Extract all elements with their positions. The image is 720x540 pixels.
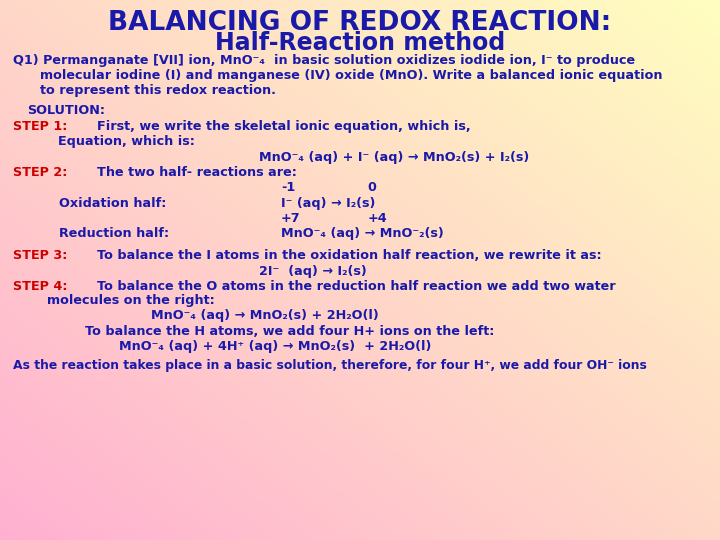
Text: Reduction half:: Reduction half: <box>59 227 169 240</box>
Text: +4: +4 <box>367 212 387 225</box>
Text: MnO⁻₄ (aq) + I⁻ (aq) → MnO₂(s) + I₂(s): MnO⁻₄ (aq) + I⁻ (aq) → MnO₂(s) + I₂(s) <box>259 151 529 164</box>
Text: molecular iodine (I) and manganese (IV) oxide (MnO). Write a balanced ionic equa: molecular iodine (I) and manganese (IV) … <box>40 69 662 82</box>
Text: STEP 3:: STEP 3: <box>13 249 68 262</box>
Text: Q1) Permanganate [VII] ion, MnO⁻₄  in basic solution oxidizes iodide ion, I⁻ to : Q1) Permanganate [VII] ion, MnO⁻₄ in bas… <box>13 54 635 67</box>
Text: BALANCING OF REDOX REACTION:: BALANCING OF REDOX REACTION: <box>109 10 611 36</box>
Text: 2I⁻  (aq) → I₂(s): 2I⁻ (aq) → I₂(s) <box>259 265 367 278</box>
Text: MnO⁻₄ (aq) → MnO⁻₂(s): MnO⁻₄ (aq) → MnO⁻₂(s) <box>281 227 444 240</box>
Text: To balance the I atoms in the oxidation half reaction, we rewrite it as:: To balance the I atoms in the oxidation … <box>97 249 602 262</box>
Text: -1: -1 <box>281 181 295 194</box>
Text: I⁻ (aq) → I₂(s): I⁻ (aq) → I₂(s) <box>281 197 375 210</box>
Text: To balance the O atoms in the reduction half reaction we add two water: To balance the O atoms in the reduction … <box>97 280 616 293</box>
Text: STEP 1:: STEP 1: <box>13 120 68 133</box>
Text: molecules on the right:: molecules on the right: <box>47 294 215 307</box>
Text: To balance the H atoms, we add four H+ ions on the left:: To balance the H atoms, we add four H+ i… <box>85 325 495 338</box>
Text: MnO⁻₄ (aq) → MnO₂(s) + 2H₂O(l): MnO⁻₄ (aq) → MnO₂(s) + 2H₂O(l) <box>151 309 379 322</box>
Text: Equation, which is:: Equation, which is: <box>58 135 194 148</box>
Text: Half-Reaction method: Half-Reaction method <box>215 31 505 55</box>
Text: First, we write the skeletal ionic equation, which is,: First, we write the skeletal ionic equat… <box>97 120 471 133</box>
Text: SOLUTION:: SOLUTION: <box>27 104 105 117</box>
Text: The two half- reactions are:: The two half- reactions are: <box>97 166 297 179</box>
Text: to represent this redox reaction.: to represent this redox reaction. <box>40 84 276 97</box>
Text: As the reaction takes place in a basic solution, therefore, for four H⁺, we add : As the reaction takes place in a basic s… <box>13 359 647 372</box>
Text: +7: +7 <box>281 212 300 225</box>
Text: Oxidation half:: Oxidation half: <box>59 197 166 210</box>
Text: MnO⁻₄ (aq) + 4H⁺ (aq) → MnO₂(s)  + 2H₂O(l): MnO⁻₄ (aq) + 4H⁺ (aq) → MnO₂(s) + 2H₂O(l… <box>119 340 431 353</box>
Text: STEP 4:: STEP 4: <box>13 280 68 293</box>
Text: STEP 2:: STEP 2: <box>13 166 68 179</box>
Text: 0: 0 <box>367 181 376 194</box>
